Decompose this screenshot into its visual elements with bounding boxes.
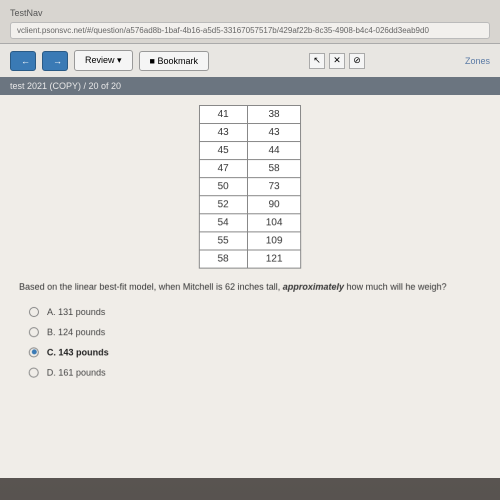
answer-option-d[interactable]: D. 161 pounds xyxy=(29,362,482,382)
back-button[interactable]: ← xyxy=(10,51,36,71)
table-row: 4138 xyxy=(199,106,301,124)
answer-label: A. 131 pounds xyxy=(47,307,105,317)
radio-icon[interactable] xyxy=(29,347,39,357)
browser-chrome: TestNav vclient.psonsvc.net/#/question/a… xyxy=(0,0,500,44)
table-row: 58121 xyxy=(199,250,301,268)
table-cell: 47 xyxy=(199,160,247,178)
table-cell: 41 xyxy=(199,106,247,124)
question-post: how much will he weigh? xyxy=(344,282,447,292)
table-row: 4343 xyxy=(199,124,301,142)
answer-label: D. 161 pounds xyxy=(47,367,106,377)
meta-bar: test 2021 (COPY) / 20 of 20 xyxy=(0,77,500,95)
pointer-icon[interactable]: ↖ xyxy=(309,53,325,69)
table-cell: 121 xyxy=(247,250,301,268)
answer-option-b[interactable]: B. 124 pounds xyxy=(29,322,481,342)
table-cell: 104 xyxy=(247,214,301,232)
content-area: 413843434544475850735290541045510958121 … xyxy=(0,95,500,478)
radio-icon[interactable] xyxy=(29,327,39,337)
answer-list: A. 131 pounds B. 124 pounds C. 143 pounds D… xyxy=(19,301,482,382)
forward-button[interactable]: → xyxy=(42,51,68,71)
table-cell: 90 xyxy=(247,196,301,214)
table-cell: 54 xyxy=(199,214,247,232)
tool-icons: ↖ ✕ ⊘ xyxy=(309,53,365,69)
table-cell: 52 xyxy=(199,196,247,214)
table-cell: 55 xyxy=(199,232,247,250)
close-icon[interactable]: ✕ xyxy=(329,53,345,69)
table-cell: 38 xyxy=(247,106,301,124)
table-row: 55109 xyxy=(199,232,301,250)
question-text: Based on the linear best-fit model, when… xyxy=(19,281,481,294)
radio-icon[interactable] xyxy=(29,367,39,377)
table-row: 4544 xyxy=(199,142,301,160)
table-cell: 45 xyxy=(199,142,247,160)
table-cell: 109 xyxy=(247,232,301,250)
table-cell: 73 xyxy=(247,178,301,196)
browser-tab[interactable]: TestNav xyxy=(10,8,490,18)
table-cell: 58 xyxy=(199,250,247,268)
table-cell: 43 xyxy=(247,124,301,142)
answer-label: B. 124 pounds xyxy=(47,327,105,337)
table-row: 4758 xyxy=(199,160,301,178)
answer-option-a[interactable]: A. 131 pounds xyxy=(29,301,481,321)
data-table: 413843434544475850735290541045510958121 xyxy=(198,105,301,269)
answer-label: C. 143 pounds xyxy=(47,347,109,357)
table-cell: 50 xyxy=(199,178,247,196)
zones-link[interactable]: Zones xyxy=(465,56,490,66)
table-row: 5290 xyxy=(199,196,301,214)
question-pre: Based on the linear best-fit model, when… xyxy=(19,282,283,292)
answer-option-c[interactable]: C. 143 pounds xyxy=(29,342,482,362)
table-cell: 44 xyxy=(247,142,301,160)
bookmark-button[interactable]: ■ Bookmark xyxy=(139,51,209,71)
table-row: 54104 xyxy=(199,214,301,232)
question-emph: approximately xyxy=(283,282,344,292)
toolbar: ← → Review ▾ ■ Bookmark ↖ ✕ ⊘ Zones xyxy=(0,44,500,77)
help-icon[interactable]: ⊘ xyxy=(349,53,365,69)
review-button[interactable]: Review ▾ xyxy=(74,50,133,71)
table-cell: 58 xyxy=(247,160,301,178)
table-row: 5073 xyxy=(199,178,301,196)
radio-icon[interactable] xyxy=(29,307,39,317)
url-bar[interactable]: vclient.psonsvc.net/#/question/a576ad8b-… xyxy=(10,22,490,39)
table-cell: 43 xyxy=(199,124,247,142)
